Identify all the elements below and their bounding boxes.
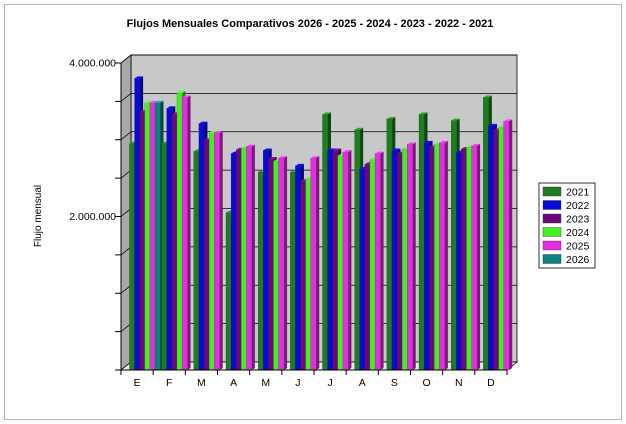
gridline-side: [120, 169, 132, 179]
legend-box: [538, 182, 596, 269]
legend-label: 2025: [566, 241, 590, 253]
bar-2025-D: [503, 119, 513, 371]
gridline-side: [120, 93, 132, 102]
chart-title: Flujos Mensuales Comparativos 2026 - 202…: [127, 18, 494, 30]
x-tick-label: J: [327, 377, 332, 389]
legend-swatch: [542, 240, 562, 251]
legend-item: 2022: [542, 200, 590, 212]
legend-swatch: [542, 227, 562, 237]
legend-swatch: [542, 254, 562, 264]
bar-2025-O: [439, 140, 448, 371]
legend-label: 2024: [566, 227, 590, 239]
y-tick-label: 4.000.000: [69, 58, 116, 70]
x-tick-label: J: [295, 377, 300, 389]
gridline-side: [120, 323, 132, 332]
legend-item: 2023: [542, 213, 590, 226]
x-tick-label: S: [391, 377, 398, 389]
bar-2025-S: [407, 142, 416, 371]
legend-label: 2023: [566, 214, 590, 226]
bar-2025-N: [471, 143, 481, 371]
bar-2025-A: [246, 144, 255, 371]
bars: [129, 76, 513, 371]
x-tick-label: A: [230, 377, 237, 389]
bar-2025-F: [181, 95, 191, 371]
legend-item: 2021: [542, 186, 590, 199]
x-tick-label: D: [487, 377, 495, 389]
bar-2025-J: [342, 150, 352, 371]
gridline-side: [120, 246, 132, 256]
x-tick-label: A: [359, 377, 366, 389]
y-axis-label: Flujo mensual: [33, 185, 44, 247]
x-tick-label: M: [261, 377, 270, 389]
gridline-side: [120, 208, 132, 217]
legend-swatch: [542, 186, 562, 197]
legend-label: 2021: [566, 187, 590, 199]
gridline-side: [120, 284, 132, 294]
legend-item: 2026: [542, 254, 590, 266]
gridline-side: [120, 54, 132, 64]
gridline-side: [120, 131, 132, 141]
x-tick-label: E: [134, 377, 141, 389]
legend-swatch: [542, 200, 562, 210]
legend-item: 2024: [542, 227, 590, 239]
bar-2025-A: [374, 151, 384, 371]
y-tick-label: 2.000.000: [69, 211, 116, 223]
x-tick-label: M: [197, 377, 206, 389]
bar-2025-M: [214, 130, 223, 371]
x-tick-label: O: [422, 377, 430, 389]
bar-2025-M: [278, 156, 288, 371]
legend-label: 2022: [566, 200, 590, 212]
legend-item: 2025: [542, 240, 590, 253]
bar-2025-J: [310, 156, 320, 371]
legend-swatch: [542, 213, 562, 224]
axes: 2.000.000 4.000.000 E F M A M J J A S O N D: [69, 58, 508, 389]
legend-label: 2026: [566, 254, 590, 266]
x-tick-label: N: [455, 377, 463, 389]
x-tick-label: F: [166, 377, 172, 389]
